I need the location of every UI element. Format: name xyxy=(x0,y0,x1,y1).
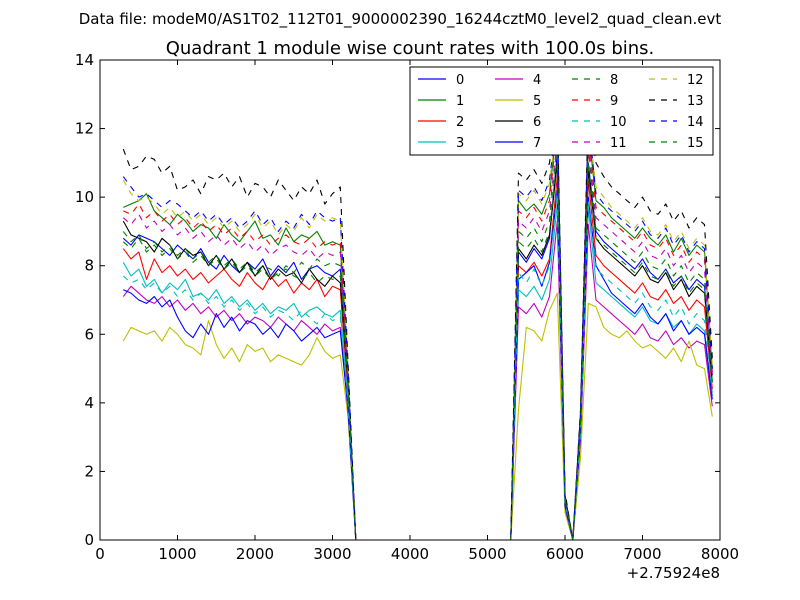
series-line-4 xyxy=(122,220,713,540)
series-line-12 xyxy=(122,117,713,540)
x-tick-label: 2000 xyxy=(236,545,274,563)
series-line-5 xyxy=(122,292,713,540)
plot-area: 0 1000 2000 3000 4000 5000 6000 7000 80000246810… xyxy=(75,51,739,563)
series-line-14 xyxy=(122,114,713,540)
y-tick-label: 14 xyxy=(75,51,94,69)
x-offset-label: +2.75924e8 xyxy=(627,564,720,582)
legend-label-8: 8 xyxy=(610,73,618,88)
x-tick-label: 8000 xyxy=(701,545,739,563)
x-tick-label: 6000 xyxy=(546,545,584,563)
legend-label-11: 11 xyxy=(610,136,627,151)
x-tick-label: 0 xyxy=(95,545,105,563)
series-line-8 xyxy=(122,141,713,540)
y-tick-label: 12 xyxy=(75,120,94,138)
series-line-6 xyxy=(122,162,713,540)
legend-label-12: 12 xyxy=(687,73,704,88)
x-tick-label: 4000 xyxy=(391,545,429,563)
x-tick-label: 7000 xyxy=(623,545,661,563)
legend-label-7: 7 xyxy=(533,136,541,151)
legend-label-0: 0 xyxy=(456,73,464,88)
series-line-9 xyxy=(123,128,713,540)
y-tick-label: 4 xyxy=(84,394,94,412)
y-tick-label: 2 xyxy=(84,462,94,480)
legend-label-15: 15 xyxy=(687,136,704,151)
series-line-15 xyxy=(122,155,713,540)
series-line-7 xyxy=(123,189,713,540)
x-tick-label: 1000 xyxy=(158,545,196,563)
x-tick-label: 5000 xyxy=(468,545,506,563)
chart-title: Quadrant 1 module wise count rates with … xyxy=(166,38,655,59)
series-line-13 xyxy=(122,104,713,540)
legend-label-5: 5 xyxy=(533,94,541,109)
legend-label-3: 3 xyxy=(456,136,464,151)
series-line-1 xyxy=(123,121,713,540)
legend-label-14: 14 xyxy=(687,115,704,130)
figure-suptitle: Data file: modeM0/AS1T02_112T01_90000023… xyxy=(79,10,722,29)
series-line-2 xyxy=(122,176,713,540)
y-tick-label: 0 xyxy=(84,531,94,549)
y-tick-label: 10 xyxy=(75,188,94,206)
legend-box xyxy=(409,66,714,156)
legend-label-9: 9 xyxy=(610,94,618,109)
series-line-11 xyxy=(122,138,713,540)
legend-label-2: 2 xyxy=(456,115,464,130)
series-line-0 xyxy=(122,152,713,540)
y-tick-label: 8 xyxy=(84,257,94,275)
x-tick-label: 3000 xyxy=(313,545,351,563)
y-tick-label: 6 xyxy=(84,325,94,343)
legend-label-4: 4 xyxy=(533,73,541,88)
legend-label-6: 6 xyxy=(533,115,541,130)
series-line-10 xyxy=(122,193,713,540)
legend-label-13: 13 xyxy=(687,94,704,109)
legend-label-10: 10 xyxy=(610,115,627,130)
legend-label-1: 1 xyxy=(456,94,464,109)
series-line-3 xyxy=(122,203,713,540)
